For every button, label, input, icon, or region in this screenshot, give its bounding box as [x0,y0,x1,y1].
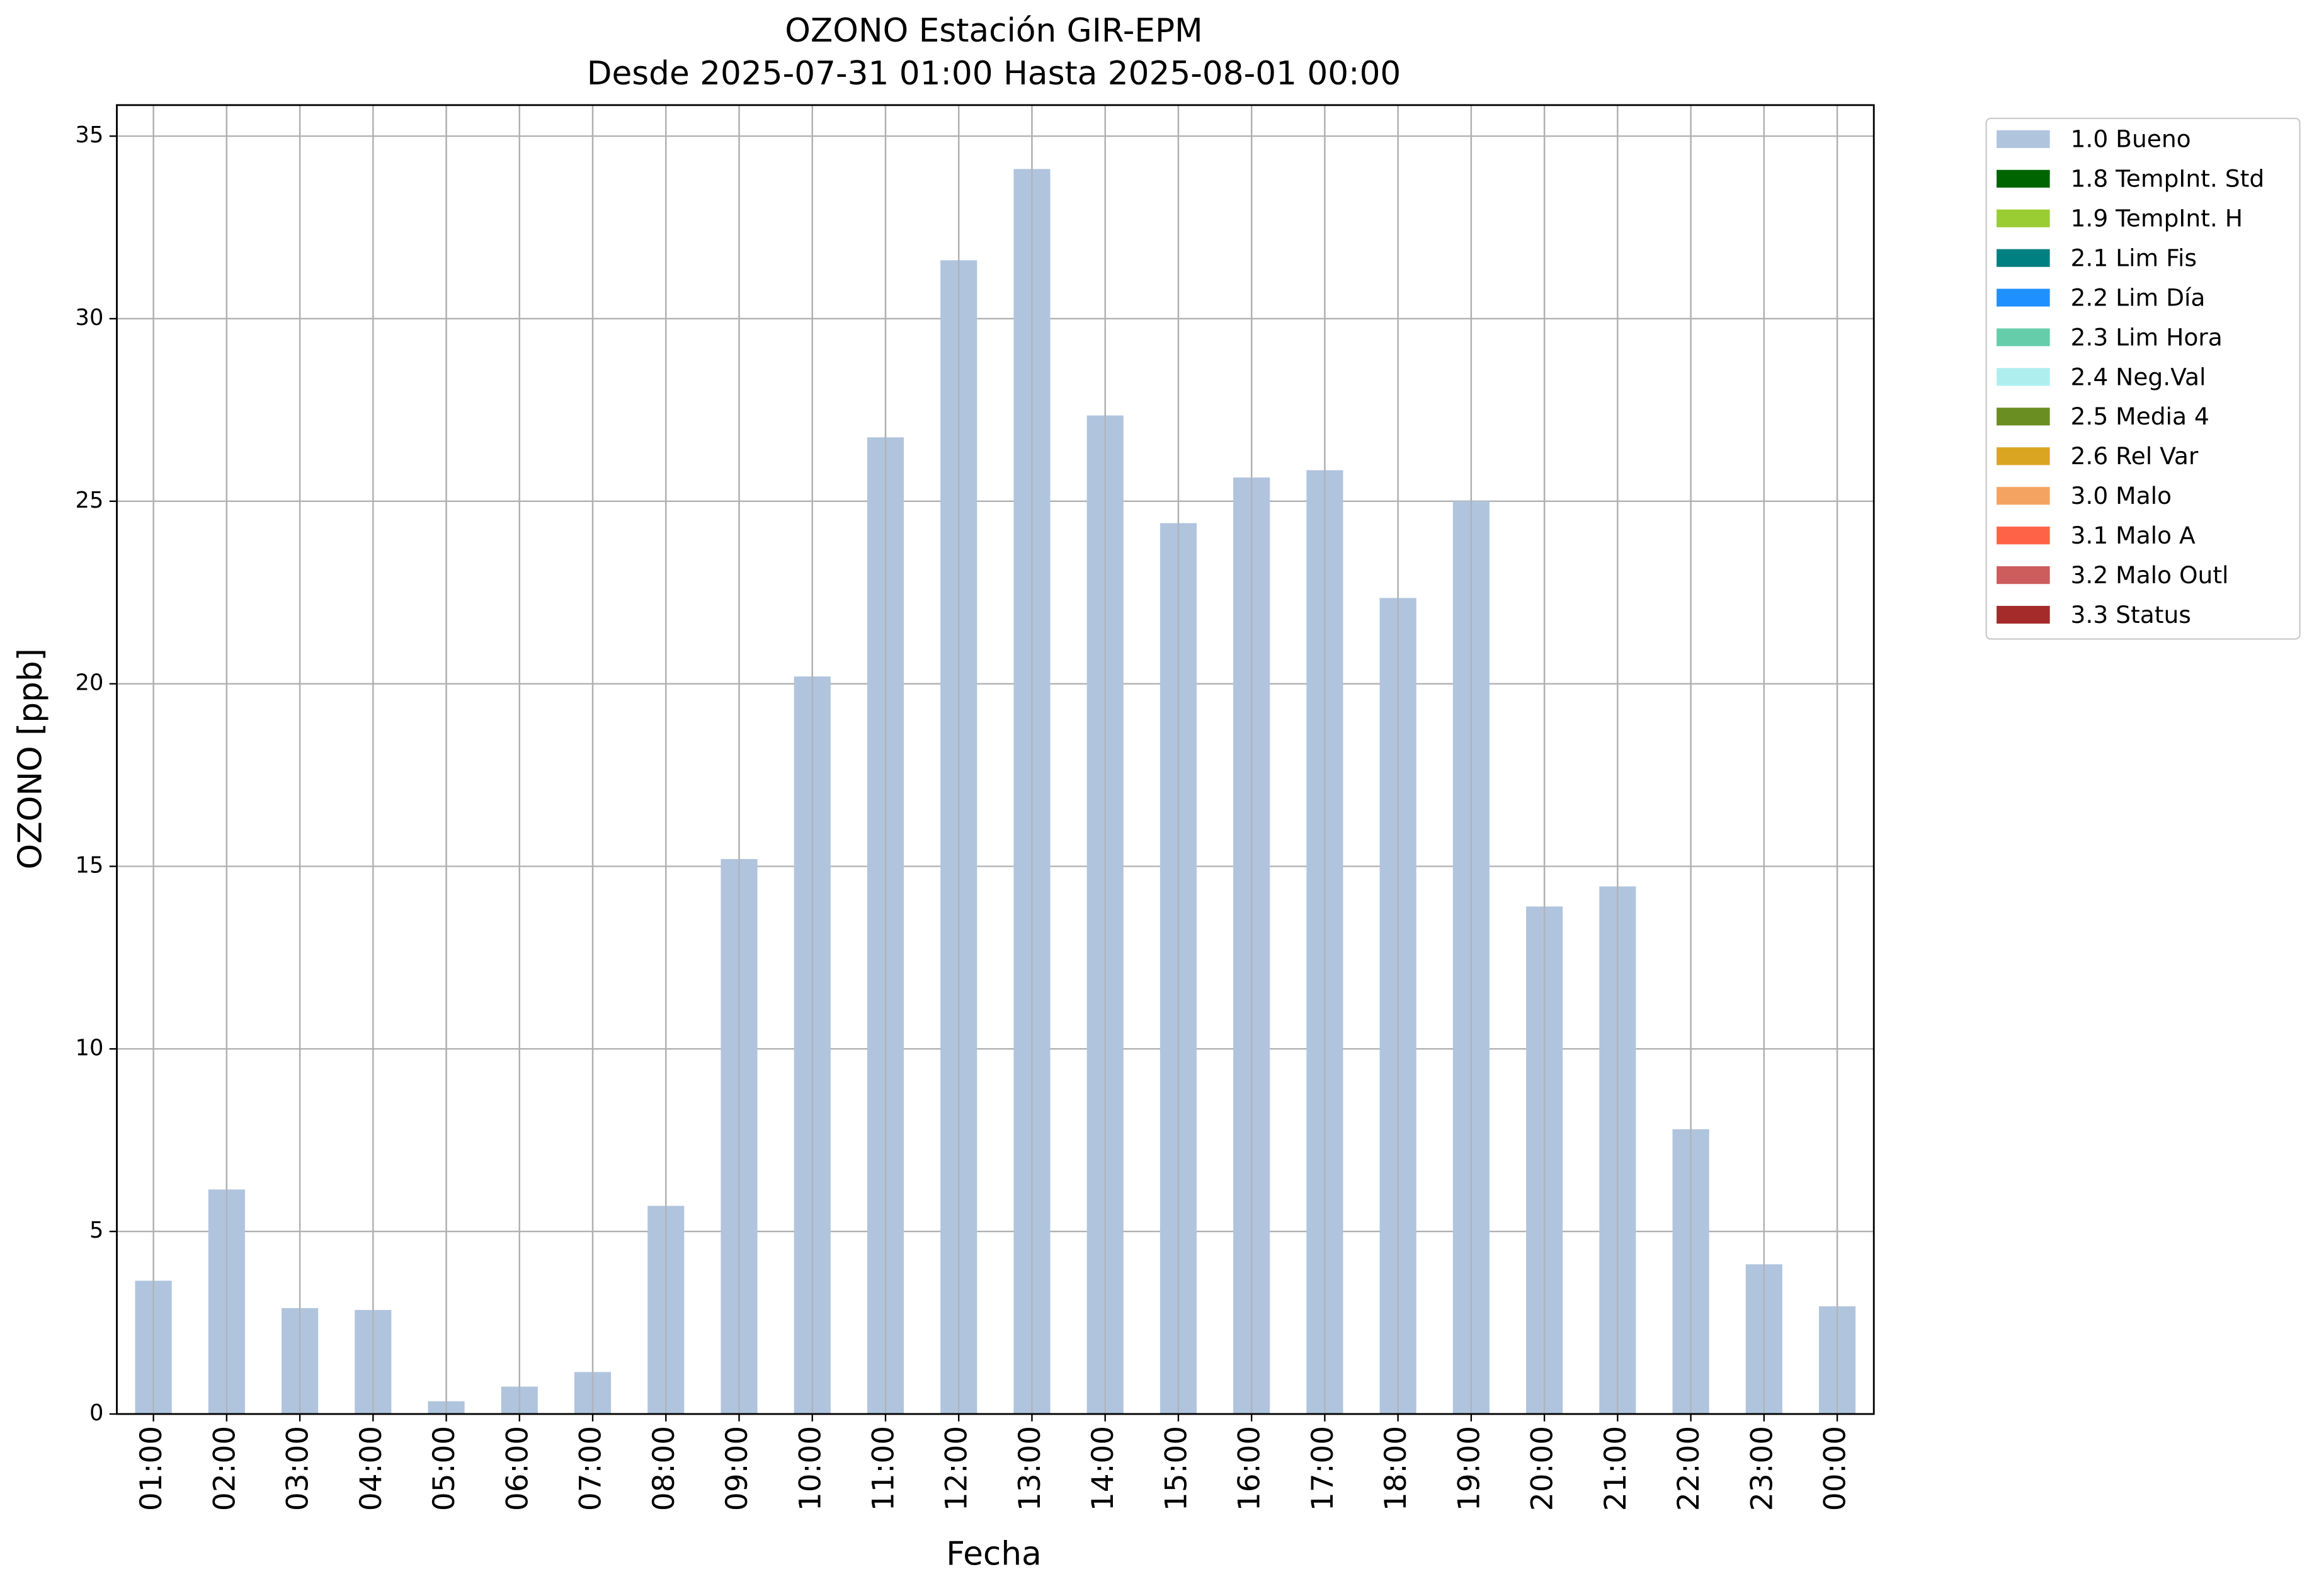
legend-label: 1.8 TempInt. Std [2071,165,2265,193]
legend-label: 3.3 Status [2071,601,2191,629]
legend-label: 1.9 TempInt. H [2071,205,2243,232]
y-tick-label: 0 [89,1400,103,1426]
legend-swatch [1997,605,2050,624]
x-tick-label: 23:00 [1745,1426,1779,1511]
chart-title: OZONO Estación GIR-EPM [785,12,1202,50]
legend-swatch [1997,130,2050,148]
legend-label: 2.1 Lim Fis [2071,244,2197,272]
legend-label: 3.2 Malo Outl [2071,561,2229,589]
y-tick-label: 25 [76,487,104,513]
legend-swatch [1997,566,2050,584]
y-axis-label: OZONO [ppb] [12,648,50,869]
x-tick-label: 06:00 [500,1426,535,1511]
legend-box [1985,117,2301,640]
x-tick-label: 02:00 [207,1426,242,1511]
y-tick-label: 10 [76,1035,104,1061]
legend-swatch [1997,527,2050,545]
legend-swatch [1997,169,2050,188]
x-tick-label: 18:00 [1379,1426,1413,1511]
x-tick-label: 08:00 [647,1426,681,1511]
y-tick-label: 5 [89,1217,103,1243]
legend-label: 2.4 Neg.Val [2071,363,2206,390]
x-tick-label: 13:00 [1013,1426,1047,1511]
legend-swatch [1997,209,2050,227]
x-tick-label: 20:00 [1525,1426,1560,1511]
x-tick-label: 12:00 [940,1426,974,1511]
legend-swatch [1997,249,2050,267]
y-tick-label: 35 [76,122,104,148]
x-tick-label: 01:00 [134,1426,169,1511]
legend-swatch [1997,487,2050,505]
y-tick-label: 20 [76,670,104,696]
legend-label: 2.6 Rel Var [2071,442,2199,470]
x-tick-label: 05:00 [427,1426,462,1511]
x-tick-label: 10:00 [793,1426,828,1511]
legend-label: 1.0 Bueno [2071,125,2191,153]
legend-label: 2.5 Media 4 [2071,402,2209,430]
x-tick-label: 00:00 [1818,1426,1853,1511]
x-tick-label: 03:00 [281,1426,316,1511]
x-tick-label: 19:00 [1452,1426,1486,1511]
y-tick-label: 30 [76,305,104,331]
y-tick-label: 15 [76,853,104,879]
x-tick-label: 21:00 [1598,1426,1633,1511]
x-tick-label: 22:00 [1672,1426,1706,1511]
legend-swatch [1997,368,2050,386]
plot-frame [116,104,1875,1415]
legend-swatch [1997,408,2050,426]
legend-label: 3.0 Malo [2071,482,2172,510]
x-axis-label: Fecha [946,1535,1041,1573]
x-tick-label: 07:00 [574,1426,608,1511]
legend-swatch [1997,447,2050,465]
x-tick-label: 15:00 [1159,1426,1194,1511]
x-tick-label: 16:00 [1233,1426,1267,1511]
chart-subtitle: Desde 2025-07-31 01:00 Hasta 2025-08-01 … [587,55,1401,93]
x-tick-label: 04:00 [354,1426,389,1511]
legend-label: 2.2 Lim Día [2071,283,2206,311]
x-tick-label: 11:00 [866,1426,901,1511]
x-tick-label: 14:00 [1086,1426,1120,1511]
x-tick-label: 17:00 [1306,1426,1340,1511]
x-tick-label: 09:00 [720,1426,755,1511]
legend-label: 3.1 Malo A [2071,522,2196,549]
legend-swatch [1997,328,2050,346]
legend-label: 2.3 Lim Hora [2071,323,2223,351]
legend-swatch [1997,288,2050,307]
